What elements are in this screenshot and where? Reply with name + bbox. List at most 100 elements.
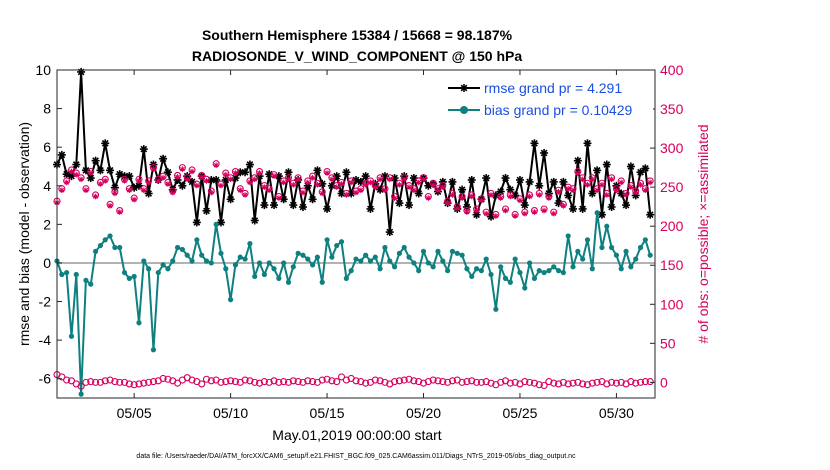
obs-assimilated-point-stroke [237,187,243,193]
rmse-point-stroke [526,178,534,186]
rmse-point [308,195,317,204]
obs-assimilated-point [483,210,490,217]
obs-assimilated-point-stroke [324,170,330,176]
bias-point [203,258,210,264]
rmse-point-stroke [405,201,413,209]
obs-assimilated-point [579,176,586,183]
bias-point [174,244,181,251]
obs-assimilated-point-stroke [208,190,214,195]
rmse-point-stroke [342,168,350,176]
obs-assimilated-point [377,176,383,183]
bias-point [208,260,214,266]
obs-assimilated-point [555,189,562,195]
obs-assimilated-point [608,176,615,183]
obs-possible-point [612,379,620,387]
obs-assimilated-point [430,182,436,188]
rmse-point-stroke [579,205,587,213]
obs-assimilated-point [541,207,547,214]
obs-possible-point [222,378,230,386]
right-axis-ticks: 0 50 100 150 200 250 300 350 400 [650,62,684,390]
obs-assimilated-point-stroke [160,175,166,181]
obs-assimilated-point [73,171,80,178]
obs-assimilated-point-stroke [170,190,176,195]
obs-assimilated-point-stroke [498,195,504,201]
obs-assimilated-point [628,184,634,190]
left-tick-label: -4 [39,332,52,348]
obs-assimilated-point [507,193,514,200]
obs-assimilated-point-stroke [623,192,629,198]
obs-possible-point [636,378,645,386]
obs-assimilated-point-stroke [628,184,634,190]
obs-assimilated-point [198,174,205,180]
obs-possible-point [217,378,225,386]
rmse-point-stroke [169,186,177,194]
obs-possible-point [521,378,529,386]
obs-assimilated-point [97,181,104,187]
bias-point [440,258,446,264]
bias-point [435,248,441,254]
rmse-point [515,175,524,184]
obs-assimilated-point [150,166,157,172]
obs-assimilated-point [372,184,379,190]
bias-point [406,254,412,260]
bias-point [305,256,311,262]
legend-bias-label: bias grand pr = 0.10429 [484,102,632,118]
rmse-point [192,218,201,227]
obs-assimilated-point [242,192,248,198]
bias-point [107,233,113,239]
obs-possible-point [535,381,543,389]
obs-assimilated-point-stroke [517,198,523,203]
rmse-point-stroke [386,228,394,236]
obs-possible-point [92,378,100,386]
obs-possible-point [608,378,616,386]
bias-point [633,256,639,262]
obs-possible-point [101,377,109,385]
obs-assimilated-point-stroke [382,187,388,193]
bias-point [618,266,624,272]
obs-possible-point [125,380,133,388]
obs-assimilated-point-stroke [127,187,132,193]
obs-assimilated-point-stroke [242,192,248,198]
obs-assimilated-point [386,176,393,183]
rmse-point-stroke [574,157,582,165]
rmse-point [395,199,404,208]
obs-assimilated-point [304,179,311,186]
obs-assimilated-point [126,187,133,194]
obs-possible-point [473,378,481,386]
rmse-point [245,160,254,169]
rmse-point-stroke [106,166,114,174]
obs-possible-point [342,376,350,384]
obs-assimilated-point-stroke [503,208,508,213]
obs-assimilated-point [87,170,94,176]
obs-assimilated-point [300,189,306,196]
rmse-point-stroke [569,205,577,213]
rmse-point [212,175,221,184]
obs-assimilated-point-stroke [78,176,84,182]
obs-assimilated-point [526,193,533,200]
obs-possible-point [506,379,514,387]
obs-possible-point [246,377,254,385]
obs-possible-point [617,378,625,386]
obs-assimilated-point [517,197,523,204]
obs-assimilated-point [208,189,215,196]
rmse-point-stroke [603,161,611,168]
obs-possible-point [593,378,601,386]
rmse-point-stroke [396,199,403,207]
bias-point [290,264,296,270]
bias-point [68,333,75,339]
rmse-point [323,204,332,213]
bias-point [126,275,132,281]
y-axis-label: rmse and bias (model - observation) [16,122,32,346]
obs-assimilated-point-stroke [387,176,393,182]
series-line-0 [56,70,652,234]
x-axis-ticks: 05/05 05/10 05/15 05/20 05/25 05/30 [117,70,634,421]
rmse-point-stroke [92,157,99,165]
rmse-point-stroke [559,178,567,186]
obs-possible-point [569,379,577,387]
bias-point [623,248,629,254]
rmse-point [573,156,582,165]
obs-assimilated-point [116,209,123,215]
x-tick-label: 05/10 [213,405,248,421]
rmse-point-stroke [270,201,278,209]
right-tick-label: 0 [660,374,668,390]
